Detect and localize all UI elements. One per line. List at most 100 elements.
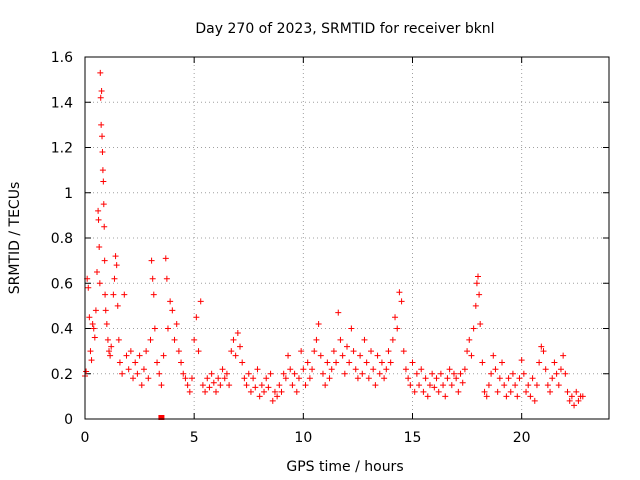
y-tick-label: 0.4 xyxy=(51,322,73,338)
data-point xyxy=(350,348,357,355)
data-point xyxy=(111,275,118,282)
data-point xyxy=(328,366,335,373)
data-point xyxy=(167,298,174,305)
data-point xyxy=(503,393,510,400)
data-point xyxy=(223,370,230,377)
data-point xyxy=(381,375,388,382)
data-point xyxy=(527,393,534,400)
data-point xyxy=(398,298,405,305)
data-point xyxy=(518,357,525,364)
data-point xyxy=(119,370,126,377)
data-point xyxy=(127,348,134,355)
y-tick-label: 1 xyxy=(64,186,73,202)
data-point xyxy=(149,275,156,282)
data-point xyxy=(473,280,480,287)
data-point xyxy=(298,348,305,355)
y-tick-label: 1.2 xyxy=(51,141,73,157)
data-point xyxy=(311,348,318,355)
data-point xyxy=(123,352,130,359)
axis-tick-labels: 0 5 10 15 20 0 0.2 0.4 0.6 0.8 1 1.2 1.4 1.6 xyxy=(51,50,531,446)
y-tick-label: 1.6 xyxy=(51,50,73,66)
data-point xyxy=(485,382,492,389)
data-point xyxy=(99,133,106,140)
x-tick-label: 0 xyxy=(81,430,90,446)
data-point xyxy=(385,348,392,355)
data-point xyxy=(459,379,466,386)
data-point xyxy=(450,370,457,377)
data-point xyxy=(265,384,272,391)
data-point xyxy=(90,325,97,332)
grid xyxy=(85,57,609,419)
data-point xyxy=(169,307,176,314)
x-tick-label: 20 xyxy=(513,430,531,446)
data-point xyxy=(363,359,370,366)
x-tick-label: 5 xyxy=(190,430,199,446)
data-point xyxy=(217,382,224,389)
data-point xyxy=(566,397,573,404)
data-point xyxy=(106,348,113,355)
data-point xyxy=(468,352,475,359)
data-point xyxy=(241,375,248,382)
data-point xyxy=(208,370,215,377)
y-tick-label: 0 xyxy=(64,412,73,428)
data-point xyxy=(110,291,117,298)
data-point xyxy=(542,366,549,373)
data-point xyxy=(114,302,121,309)
data-point xyxy=(361,336,368,343)
data-point xyxy=(531,397,538,404)
data-point xyxy=(341,370,348,377)
data-point xyxy=(252,384,259,391)
data-point xyxy=(171,336,178,343)
data-point xyxy=(418,366,425,373)
data-point xyxy=(352,366,359,373)
data-point xyxy=(376,370,383,377)
data-point xyxy=(505,375,512,382)
data-point xyxy=(396,289,403,296)
data-point xyxy=(243,382,250,389)
data-point xyxy=(199,382,206,389)
data-point xyxy=(470,325,477,332)
data-point xyxy=(477,320,484,327)
data-point xyxy=(97,69,104,76)
data-point xyxy=(476,291,483,298)
data-point xyxy=(210,379,217,386)
data-point xyxy=(239,359,246,366)
data-point xyxy=(202,388,209,395)
data-point xyxy=(271,388,278,395)
data-point xyxy=(96,280,103,287)
data-point xyxy=(568,393,575,400)
data-point xyxy=(422,375,429,382)
data-point xyxy=(540,348,547,355)
data-point xyxy=(148,257,155,264)
data-point xyxy=(440,382,447,389)
data-point xyxy=(193,314,200,321)
chart-title: Day 270 of 2023, SRMTID for receiver bkn… xyxy=(195,21,494,37)
data-point xyxy=(571,402,578,409)
data-point xyxy=(446,366,453,373)
data-point xyxy=(483,393,490,400)
data-point xyxy=(96,244,103,251)
data-point xyxy=(98,87,105,94)
data-point xyxy=(154,359,161,366)
data-point xyxy=(335,309,342,316)
axis-ticks xyxy=(84,56,609,420)
data-point xyxy=(490,352,497,359)
data-point xyxy=(115,336,122,343)
data-point xyxy=(326,375,333,382)
data-point xyxy=(507,388,514,395)
data-point xyxy=(330,348,337,355)
outlier-marker xyxy=(158,415,165,420)
data-point xyxy=(151,325,158,332)
data-point xyxy=(431,384,438,391)
y-tick-label: 0.8 xyxy=(51,231,73,247)
data-point xyxy=(560,352,567,359)
data-point xyxy=(276,382,283,389)
data-point xyxy=(247,388,254,395)
data-point xyxy=(267,370,274,377)
data-point xyxy=(184,382,191,389)
data-point xyxy=(206,384,213,391)
data-point xyxy=(499,359,506,366)
data-point xyxy=(562,370,569,377)
data-point xyxy=(86,314,93,321)
data-point xyxy=(95,207,102,214)
